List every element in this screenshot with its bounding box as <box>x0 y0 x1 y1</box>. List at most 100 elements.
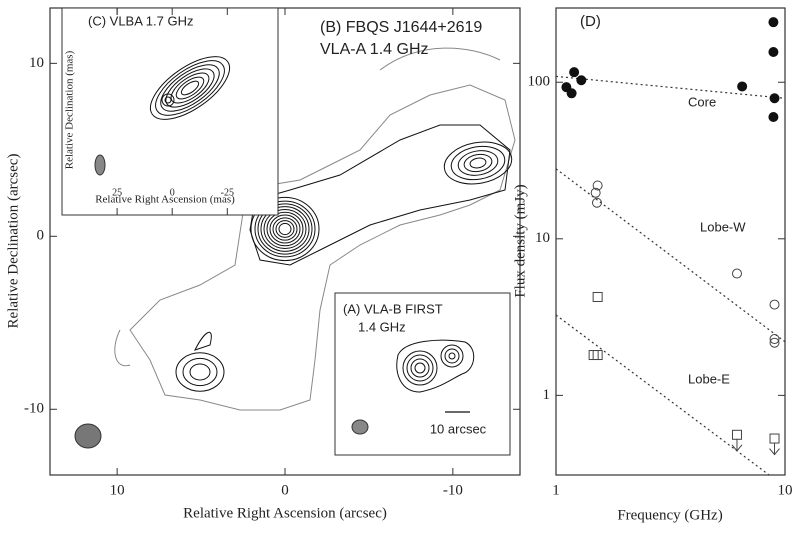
point <box>592 291 603 302</box>
inset-subtitle: 1.4 GHz <box>358 319 406 334</box>
contour <box>257 203 313 255</box>
outer-contour <box>114 47 501 367</box>
contour <box>164 96 172 104</box>
vlba-contours <box>149 56 231 120</box>
point <box>737 81 748 92</box>
inset-title: (C) VLBA 1.7 GHz <box>88 13 193 28</box>
x-tick-label: 0 <box>281 482 289 498</box>
map-subtitle: VLA-A 1.4 GHz <box>320 41 429 58</box>
series-label: Lobe-W <box>700 219 746 234</box>
y-tick-label: 1 <box>543 387 551 403</box>
point <box>769 334 780 345</box>
x-tick-label: 10 <box>778 482 793 498</box>
upper-limit-arrow <box>769 442 780 456</box>
plot-area <box>556 17 785 475</box>
point <box>569 67 580 78</box>
fit-line <box>556 75 785 99</box>
first-contours <box>402 344 464 386</box>
point <box>769 433 780 444</box>
contour <box>263 208 307 250</box>
scale-label: 10 arcsec <box>430 421 487 436</box>
contour <box>189 363 211 381</box>
point <box>591 197 602 208</box>
point <box>731 429 742 440</box>
point <box>769 93 780 104</box>
point <box>768 111 779 122</box>
fit-line <box>556 168 785 343</box>
y-tick-label: 10 <box>29 55 44 71</box>
fit-line <box>556 314 771 475</box>
contour <box>161 93 175 107</box>
contour <box>269 214 301 244</box>
contour <box>457 150 499 176</box>
y-tick-label: 100 <box>528 74 551 90</box>
contour <box>440 344 464 368</box>
beam <box>94 154 106 176</box>
x-tick-label: 25 <box>112 187 122 198</box>
contour <box>254 200 316 258</box>
contour <box>149 56 231 120</box>
beam <box>351 419 369 435</box>
contour <box>160 64 220 112</box>
first-contour <box>396 339 475 393</box>
y-tick-label: -10 <box>24 401 44 417</box>
contour <box>406 354 434 382</box>
point <box>768 47 779 58</box>
contour <box>278 222 292 236</box>
point <box>768 17 779 28</box>
x-axis-label: Frequency (GHz) <box>617 507 722 523</box>
contour <box>165 68 215 108</box>
point <box>592 180 603 191</box>
point <box>566 88 577 99</box>
x-tick-label: -25 <box>221 187 234 198</box>
point <box>769 337 780 348</box>
plot-title: (D) <box>580 13 601 30</box>
x-tick-label: 10 <box>110 482 125 498</box>
plot-frame <box>555 7 786 476</box>
contour <box>155 60 225 116</box>
contour <box>444 348 460 364</box>
series-label: Core <box>688 94 716 109</box>
jet-contour <box>194 332 212 351</box>
jet-contour <box>249 124 511 266</box>
upper-limit-arrow <box>731 438 743 452</box>
point <box>769 299 780 310</box>
y-tick-label: 0 <box>37 228 45 244</box>
contour <box>414 362 426 374</box>
contour <box>182 357 218 387</box>
map-title: (B) FBQS J1644+2619 <box>320 19 482 36</box>
x-axis-label: Relative Right Ascension (mas) <box>95 194 235 206</box>
point <box>590 187 601 198</box>
beam <box>74 423 102 449</box>
contour <box>450 145 506 181</box>
y-axis-label: Relative Declination (arcsec) <box>5 154 21 329</box>
inset-title: (A) VLA-B FIRST <box>343 301 443 316</box>
contour <box>170 72 210 104</box>
contour <box>410 358 430 378</box>
contour <box>443 141 513 185</box>
contour <box>402 350 438 386</box>
contour <box>448 352 456 360</box>
x-tick-label: -10 <box>443 482 463 498</box>
contour <box>266 211 304 247</box>
point <box>592 350 603 361</box>
contour <box>250 196 320 262</box>
y-axis-label: Relative Declination (mas) <box>64 50 76 169</box>
contour <box>275 220 295 238</box>
y-axis-label: Flux density (mJy) <box>512 184 528 297</box>
x-tick-label: 1 <box>552 482 560 498</box>
y-tick-label: 10 <box>535 230 550 246</box>
x-tick-label: 0 <box>170 187 175 198</box>
contour <box>469 157 487 169</box>
contour <box>175 76 205 100</box>
lobe-contours <box>175 141 513 392</box>
point <box>576 75 587 86</box>
contour <box>175 352 225 392</box>
contour <box>272 217 298 241</box>
point <box>731 268 742 279</box>
series-label: Lobe-E <box>688 371 730 386</box>
x-axis-label: Relative Right Ascension (arcsec) <box>183 505 387 521</box>
core-contours <box>250 196 320 262</box>
